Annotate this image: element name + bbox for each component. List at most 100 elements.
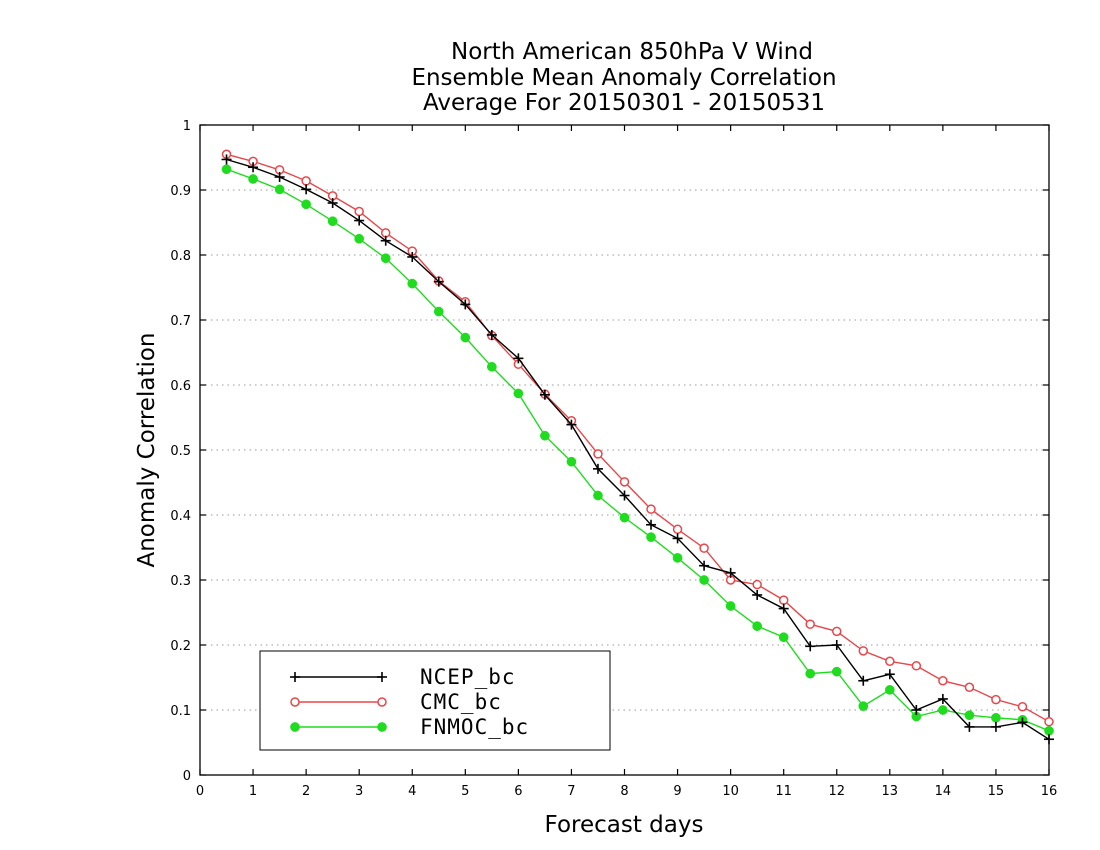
data-point-fnmoc-bc <box>884 685 895 695</box>
legend-item-cmc-bc: CMC_bc <box>290 690 502 714</box>
data-point-ncep-bc <box>672 533 683 544</box>
legend-marker-cmc-bc <box>290 697 300 707</box>
x-tick-label: 14 <box>935 784 952 799</box>
data-point-ncep-bc <box>433 276 444 287</box>
data-point-cmc-bc <box>354 206 364 217</box>
data-point-fnmoc-bc <box>991 712 1001 723</box>
x-tick-label: 5 <box>461 784 469 799</box>
data-point-cmc-bc <box>619 477 630 487</box>
data-point-cmc-bc <box>911 661 922 671</box>
data-point-fnmoc-bc <box>805 668 816 679</box>
chart-title: North American 850hPa V Wind Ensemble Me… <box>411 39 836 116</box>
data-point-cmc-bc <box>1044 716 1054 727</box>
legend-marker-ncep-bc <box>290 672 300 682</box>
y-tick-label: 0.1 <box>170 704 191 719</box>
data-point-cmc-bc <box>646 504 656 514</box>
x-tick-label: 13 <box>882 784 899 799</box>
legend-marker-ncep-bc <box>377 672 387 682</box>
series-layer <box>221 149 1054 745</box>
data-point-fnmoc-bc <box>831 666 842 677</box>
legend-label-cmc-bc: CMC_bc <box>420 690 502 714</box>
data-point-ncep-bc <box>831 640 842 650</box>
data-point-cmc-bc <box>752 579 762 590</box>
data-point-cmc-bc <box>964 682 975 692</box>
y-axis: 0 0.1 0.2 0.3 0.4 0.5 0.6 0.7 0.8 0.9 1 <box>170 119 1049 784</box>
data-point-ncep-bc <box>221 154 232 165</box>
data-point-fnmoc-bc <box>540 430 550 441</box>
legend-marker-fnmoc-bc <box>290 722 300 732</box>
y-tick-label: 0.2 <box>170 639 191 654</box>
data-point-cmc-bc <box>832 626 842 637</box>
x-tick-label: 12 <box>828 784 845 799</box>
data-point-fnmoc-bc <box>1044 725 1054 736</box>
data-point-ncep-bc <box>752 589 763 600</box>
x-tick-label: 3 <box>355 784 363 799</box>
data-point-cmc-bc <box>1017 702 1028 712</box>
legend-label-fnmoc-bc: FNMOC_bc <box>420 715 529 739</box>
data-point-fnmoc-bc <box>672 553 683 563</box>
chart-title-line-3: Average For 20150301 - 20150531 <box>423 90 825 116</box>
chart-title-line-2: Ensemble Mean Anomaly Correlation <box>411 65 836 91</box>
data-point-ncep-bc <box>619 490 630 501</box>
x-tick-label: 15 <box>988 784 1005 799</box>
y-tick-label: 0.9 <box>170 184 191 199</box>
y-tick-label: 0.7 <box>170 314 191 329</box>
y-tick-label: 0.3 <box>170 574 191 589</box>
data-point-cmc-bc <box>593 449 603 459</box>
data-point-fnmoc-bc <box>725 601 736 611</box>
data-point-ncep-bc <box>592 463 603 474</box>
legend-item-ncep-bc: NCEP_bc <box>290 665 516 689</box>
x-tick-label: 2 <box>302 784 310 799</box>
x-tick-label: 7 <box>567 784 575 799</box>
data-point-fnmoc-bc <box>646 532 656 542</box>
data-point-fnmoc-bc <box>778 632 789 643</box>
data-point-ncep-bc <box>274 172 285 182</box>
data-point-ncep-bc <box>937 693 948 704</box>
data-point-fnmoc-bc <box>327 216 338 227</box>
data-point-fnmoc-bc <box>858 701 869 711</box>
y-axis-title: Anomaly Correlation <box>134 332 160 567</box>
legend-item-fnmoc-bc: FNMOC_bc <box>290 715 529 739</box>
data-point-fnmoc-bc <box>938 705 948 715</box>
data-point-fnmoc-bc <box>433 306 444 317</box>
data-point-ncep-bc <box>407 251 418 262</box>
data-point-fnmoc-bc <box>513 388 524 399</box>
data-point-cmc-bc <box>301 176 311 186</box>
legend-box <box>259 650 611 751</box>
x-tick-label: 4 <box>408 784 416 799</box>
data-point-fnmoc-bc <box>354 233 365 244</box>
data-point-fnmoc-bc <box>752 621 763 632</box>
data-point-fnmoc-bc <box>380 253 391 264</box>
data-point-ncep-bc <box>301 184 312 195</box>
data-point-ncep-bc <box>990 721 1001 732</box>
data-point-cmc-bc <box>991 694 1001 705</box>
data-point-ncep-bc <box>539 389 550 400</box>
data-point-fnmoc-bc <box>593 490 603 501</box>
data-point-fnmoc-bc <box>964 710 975 721</box>
series-fnmoc-bc <box>221 164 1054 736</box>
chart-title-line-1: North American 850hPa V Wind <box>451 39 813 65</box>
x-tick-label: 6 <box>514 784 522 799</box>
data-point-ncep-bc <box>380 235 391 246</box>
data-point-ncep-bc <box>460 299 471 310</box>
y-tick-label: 0.8 <box>170 249 191 264</box>
data-point-cmc-bc <box>672 524 683 535</box>
x-tick-label: 10 <box>722 784 739 799</box>
series-line-fnmoc-bc <box>226 168 1050 732</box>
data-point-fnmoc-bc <box>486 361 497 372</box>
y-tick-label: 0.4 <box>170 509 191 524</box>
data-point-ncep-bc <box>884 669 895 680</box>
x-axis: 0 1 2 3 4 5 6 7 8 9 10 11 12 13 14 15 16 <box>196 125 1057 799</box>
x-tick-label: 9 <box>673 784 681 799</box>
legend-marker-cmc-bc <box>377 697 387 707</box>
data-point-cmc-bc <box>885 656 895 666</box>
data-point-ncep-bc <box>1017 717 1028 728</box>
legend-label-ncep-bc: NCEP_bc <box>420 665 516 689</box>
data-point-fnmoc-bc <box>699 575 709 585</box>
legend-marker-fnmoc-bc <box>377 722 387 732</box>
y-tick-label: 0.6 <box>170 379 191 394</box>
data-point-ncep-bc <box>858 675 869 686</box>
series-ncep-bc <box>221 154 1054 745</box>
